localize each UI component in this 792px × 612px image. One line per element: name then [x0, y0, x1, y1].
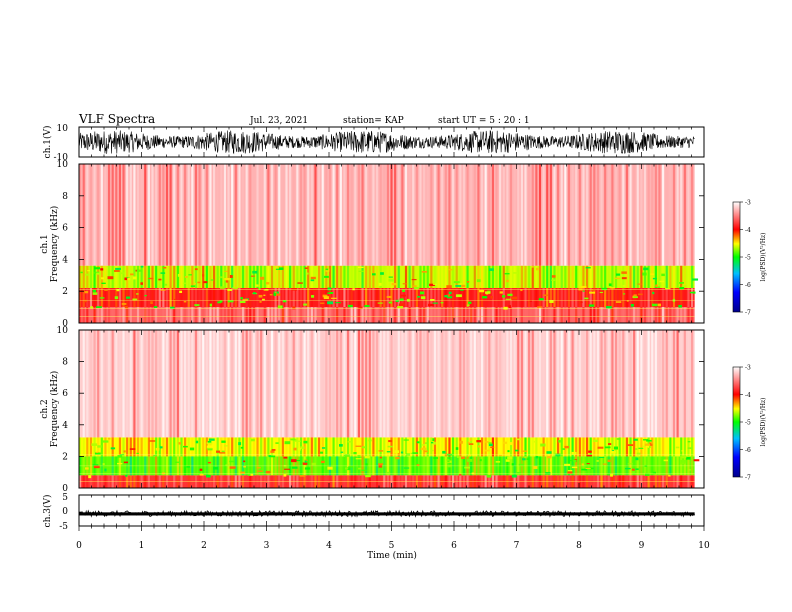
ch3-waveform-trace: [78, 509, 695, 518]
x-tick-label: 1: [139, 541, 145, 551]
x-axis-label: Time (min): [367, 550, 417, 561]
ch1-colorbar-tick: -6: [745, 282, 751, 289]
x-tick-label: 5: [389, 541, 395, 551]
ch1-spec-ytick: 8: [62, 192, 68, 202]
x-tick-label: 6: [451, 541, 457, 551]
time-tick-marks: [78, 127, 705, 531]
x-tick-label: 4: [326, 541, 332, 551]
ch2-spec-ylabel-line2: Frequency (kHz): [49, 371, 60, 448]
ch2-spec-ylabel-line1: ch.2: [40, 399, 50, 418]
ch1-colorbar-tick: -3: [745, 200, 751, 207]
ch1-spectrogram-image: [79, 164, 699, 323]
ch1-colorbar: [732, 201, 741, 313]
ch3-waveform-band: [79, 512, 695, 516]
ch2-colorbar-label: log(PSD)(V²/Hz): [760, 398, 767, 447]
ch1-spec-ytick: 2: [62, 287, 68, 297]
ch2-colorbar-tick: -5: [745, 420, 751, 427]
ch1-ytick-bottom: -10: [54, 153, 69, 163]
ch2-colorbar-tick: -6: [745, 447, 751, 454]
x-tick-label: 3: [264, 541, 270, 551]
ch1-waveform-trace: [78, 130, 695, 155]
ch1-colorbar-label: log(PSD)(V²/Hz): [760, 233, 767, 282]
ch1-spec-ylabel-line2: Frequency (kHz): [49, 206, 60, 283]
date-label: Jul. 23, 2021: [249, 116, 308, 126]
ch2-spec-ytick: 8: [62, 358, 68, 368]
x-tick-label: 2: [201, 541, 207, 551]
ch3-ytick-bottom: -5: [59, 522, 68, 532]
ch1-ylabel: ch.1(V): [42, 126, 53, 159]
ch2-colorbar: [732, 366, 741, 478]
ch2-spec-ytick: 4: [62, 421, 68, 431]
ch1-spec-ytick: 6: [62, 224, 68, 234]
x-tick-label: 9: [639, 541, 645, 551]
ch1-ytick-top: 10: [57, 124, 69, 134]
ch2-colorbar-tick: -4: [745, 392, 751, 399]
x-tick-label: 10: [698, 541, 710, 551]
ch3-ylabel: ch.3(V): [42, 495, 53, 528]
ch2-spectrogram-image: [79, 330, 700, 488]
ch2-colorbar-tick: -3: [745, 365, 751, 372]
ch2-spec-ytick: 6: [62, 389, 68, 399]
ch1-colorbar-tick: -4: [745, 227, 751, 234]
ch2-spec-ytick: 2: [62, 452, 68, 462]
ch1-colorbar-tick: -7: [745, 310, 751, 317]
ch2-spec-ytick: 10: [57, 326, 69, 336]
ch2-spec-ytick: 0: [62, 484, 68, 494]
ch1-spec-ylabel-line1: ch.1: [40, 234, 50, 253]
ch3-ytick-mid: 0: [62, 507, 68, 517]
ch3-waveform-line: [78, 509, 695, 518]
ch1-colorbar-tick: -5: [745, 255, 751, 262]
ch3-ytick-top: 5: [62, 493, 68, 503]
figure-title: VLF Spectra: [78, 112, 155, 126]
ch3-waveform-panel: 5 0 -5 ch.3(V) 0 1 2 3 4 5 6 7 8 9 10 Time (min): [42, 493, 710, 561]
station-label: station= KAP: [343, 116, 404, 126]
start-time-label: start UT = 5 : 20 : 1: [438, 116, 530, 126]
ch1-waveform-line: [78, 130, 695, 155]
x-tick-label: 7: [514, 541, 520, 551]
x-tick-label: 8: [576, 541, 582, 551]
ch2-colorbar-tick: -7: [745, 475, 751, 482]
ch1-spec-ytick: 4: [62, 255, 68, 265]
ch1-spec-ytick: 10: [57, 160, 69, 170]
x-tick-label: 0: [76, 541, 82, 551]
ch1-spec-ytick: 0: [62, 319, 68, 329]
